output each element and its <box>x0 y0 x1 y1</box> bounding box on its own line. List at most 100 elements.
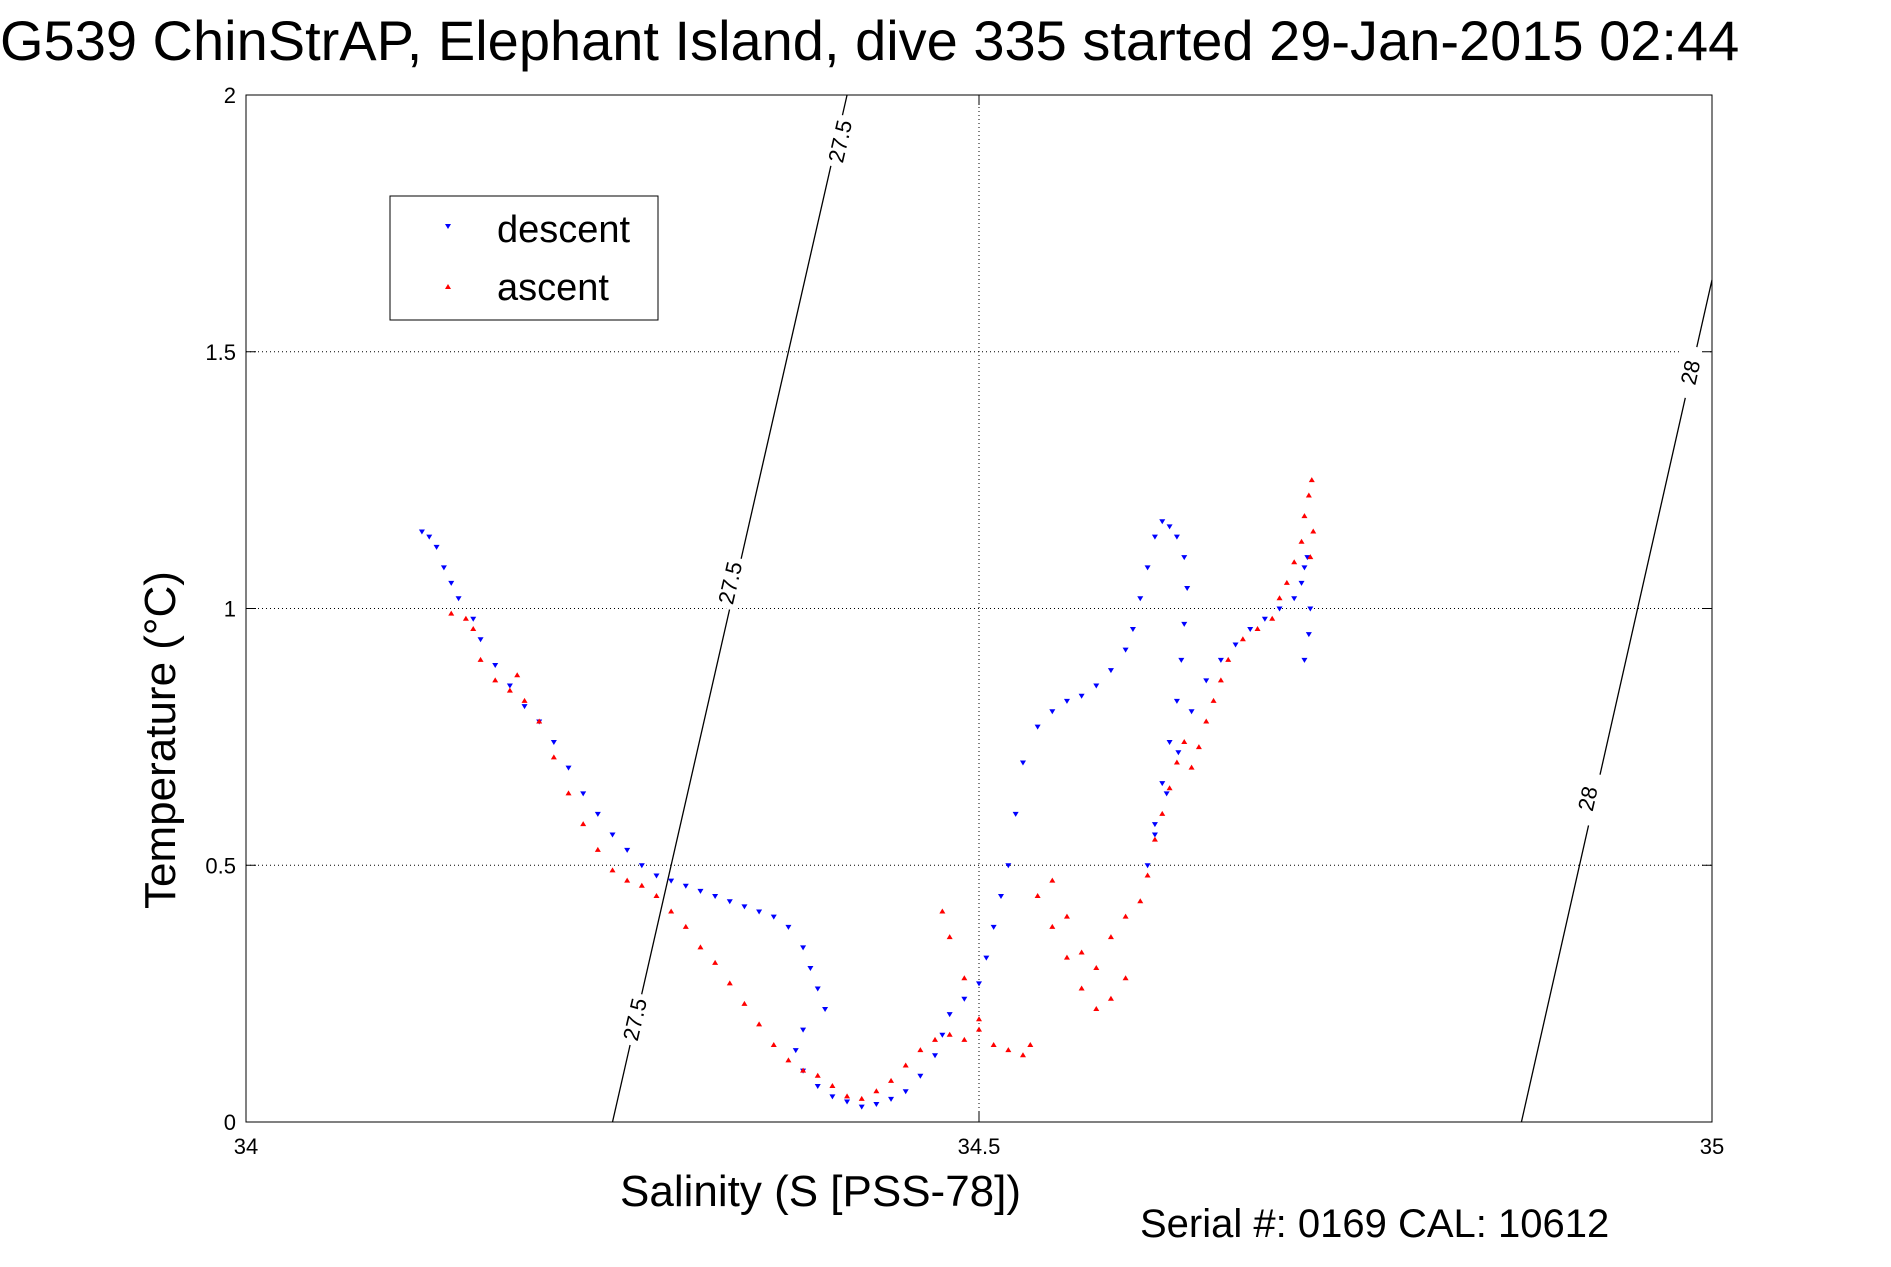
descent-point <box>1298 580 1305 586</box>
descent-point <box>433 544 440 550</box>
ascent-point <box>961 975 968 981</box>
ascent-point <box>1122 975 1129 981</box>
ascent-point <box>1122 913 1129 919</box>
descent-point <box>1178 657 1185 663</box>
descent-point <box>1247 627 1254 633</box>
descent-point <box>726 899 733 905</box>
descent-point <box>1151 822 1158 828</box>
descent-point <box>829 1094 836 1100</box>
ascent-point <box>800 1067 807 1073</box>
ascent-point <box>917 1047 924 1053</box>
descent-point <box>1144 565 1151 571</box>
ascent-point <box>939 908 946 914</box>
ascent-point <box>1005 1047 1012 1053</box>
ascent-point <box>1137 898 1144 904</box>
descent-point <box>792 1048 799 1054</box>
descent-point <box>1203 678 1210 684</box>
ascent-point <box>902 1062 909 1068</box>
descent-point <box>477 637 484 643</box>
descent-point <box>506 683 513 689</box>
descent-point <box>697 888 704 894</box>
ascent-point <box>1217 677 1224 683</box>
descent-point <box>814 1084 821 1090</box>
descent-point <box>1166 740 1173 746</box>
ascent-point <box>1144 872 1151 878</box>
descent-point <box>822 1007 829 1013</box>
ascent-point <box>932 1036 939 1042</box>
descent-point <box>844 1099 851 1105</box>
descent-point <box>1261 616 1268 622</box>
ascent-point <box>946 934 953 940</box>
descent-point <box>961 996 968 1002</box>
ascent-point <box>1181 739 1188 745</box>
legend-label-descent: descent <box>497 209 631 251</box>
descent-point <box>873 1102 880 1108</box>
descent-point <box>1173 698 1180 704</box>
ascent-point <box>873 1088 880 1094</box>
ascent-point <box>1225 656 1232 662</box>
ascent-point <box>844 1093 851 1099</box>
ascent-point <box>1254 626 1261 632</box>
isopycnal-label-gap <box>1671 344 1709 401</box>
ascent-point <box>594 846 601 852</box>
descent-point <box>653 873 660 879</box>
descent-point <box>712 894 719 900</box>
legend-label-ascent: ascent <box>497 267 609 309</box>
ascent-point <box>712 959 719 965</box>
descent-point <box>1217 657 1224 663</box>
descent-point <box>426 534 433 540</box>
ascent-point <box>668 908 675 914</box>
contour-layer: 27.5 27.5 27.5 28 28 <box>611 94 1713 1123</box>
ascent-point <box>580 821 587 827</box>
ascent-point <box>624 877 631 883</box>
ascent-point <box>506 687 513 693</box>
descent-point <box>1304 555 1311 561</box>
descent-point <box>1012 811 1019 817</box>
descent-point <box>1093 683 1100 689</box>
ascent-point <box>1203 718 1210 724</box>
descent-point <box>1159 519 1166 525</box>
isopycnal-label-gap <box>821 112 859 170</box>
descent-point <box>990 924 997 930</box>
descent-point <box>1276 606 1283 612</box>
ascent-point <box>1049 923 1056 929</box>
descent-point <box>624 847 631 853</box>
ascent-point <box>1291 559 1298 565</box>
ascent-point <box>653 893 660 899</box>
descent-point <box>1137 596 1144 602</box>
descent-point <box>1232 642 1239 648</box>
descent-point <box>1151 534 1158 540</box>
descent-point <box>1181 621 1188 627</box>
ascent-point <box>785 1057 792 1063</box>
descent-point <box>580 791 587 797</box>
ascent-point <box>1166 785 1173 791</box>
ascent-point <box>521 697 528 703</box>
descent-point <box>521 704 528 710</box>
y-tick-label: 0 <box>224 1110 236 1135</box>
descent-point <box>946 1012 953 1018</box>
y-tick-label: 1.5 <box>205 340 236 365</box>
ascent-point <box>470 626 477 632</box>
ascent-point <box>1159 810 1166 816</box>
ascent-point <box>770 1041 777 1047</box>
ascent-point <box>1276 595 1283 601</box>
descent-point <box>594 811 601 817</box>
isopycnal-label-gap <box>1568 770 1606 827</box>
descent-point <box>1144 863 1151 869</box>
descent-point <box>638 863 645 869</box>
descent-point <box>1151 832 1158 838</box>
descent-point <box>807 965 814 971</box>
ascent-point <box>462 615 469 621</box>
descent-point <box>1173 534 1180 540</box>
ascent-point <box>1308 477 1315 483</box>
ascent-point <box>448 610 455 616</box>
ascent-point <box>1107 934 1114 940</box>
isopycnal-label: 27.5 <box>713 559 747 606</box>
ascent-point <box>477 656 484 662</box>
ascent-point <box>1027 1041 1034 1047</box>
ascent-point <box>1269 615 1276 621</box>
descent-point <box>1122 647 1129 653</box>
descent-point <box>756 909 763 915</box>
ascent-point <box>638 882 645 888</box>
ascent-point <box>726 980 733 986</box>
